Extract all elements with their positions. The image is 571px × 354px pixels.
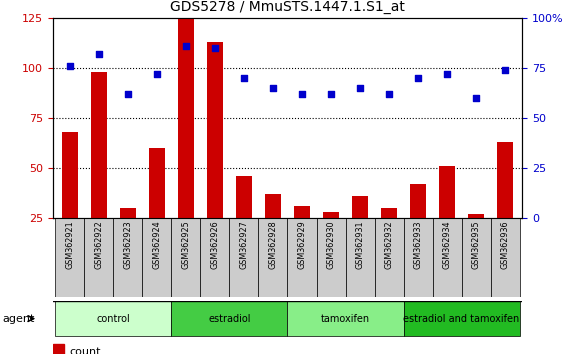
- Point: [65, 63, 74, 69]
- Point: [356, 85, 365, 91]
- Text: GSM362932: GSM362932: [384, 220, 393, 269]
- Text: count: count: [69, 347, 100, 354]
- Bar: [230, 218, 259, 297]
- Bar: [236, 176, 252, 218]
- Bar: [207, 42, 223, 218]
- Title: GDS5278 / MmuSTS.1447.1.S1_at: GDS5278 / MmuSTS.1447.1.S1_at: [170, 0, 405, 14]
- Point: [94, 51, 103, 57]
- Text: GSM362931: GSM362931: [356, 220, 364, 269]
- Bar: [259, 218, 288, 297]
- Point: [182, 43, 191, 48]
- Text: GSM362924: GSM362924: [152, 220, 162, 269]
- Text: tamoxifen: tamoxifen: [321, 314, 370, 324]
- Point: [123, 91, 132, 97]
- Bar: [55, 218, 85, 297]
- Point: [472, 95, 481, 101]
- Point: [501, 67, 510, 73]
- Bar: [345, 218, 375, 297]
- Text: GSM362928: GSM362928: [268, 220, 278, 269]
- Bar: [171, 218, 200, 297]
- Text: GSM362930: GSM362930: [327, 220, 336, 269]
- Text: GSM362927: GSM362927: [239, 220, 248, 269]
- Bar: [120, 208, 136, 218]
- Bar: [53, 344, 64, 354]
- Bar: [461, 218, 490, 297]
- Bar: [85, 218, 114, 297]
- Point: [327, 91, 336, 97]
- Bar: [381, 208, 397, 218]
- Bar: [433, 218, 461, 297]
- Text: GSM362935: GSM362935: [472, 220, 481, 269]
- Bar: [149, 148, 165, 218]
- Text: GSM362929: GSM362929: [297, 220, 307, 269]
- Bar: [316, 218, 345, 297]
- Bar: [265, 194, 281, 218]
- Text: estradiol and tamoxifen: estradiol and tamoxifen: [404, 314, 520, 324]
- Point: [413, 75, 423, 80]
- Bar: [497, 142, 513, 218]
- Bar: [288, 218, 316, 297]
- Point: [297, 91, 307, 97]
- Bar: [323, 212, 339, 218]
- Text: GSM362936: GSM362936: [501, 220, 509, 269]
- Point: [268, 85, 278, 91]
- Bar: [294, 206, 310, 218]
- Bar: [404, 301, 520, 336]
- Point: [152, 71, 162, 76]
- Bar: [439, 166, 455, 218]
- Text: GSM362922: GSM362922: [94, 220, 103, 269]
- Text: GSM362923: GSM362923: [123, 220, 132, 269]
- Bar: [142, 218, 171, 297]
- Bar: [55, 301, 171, 336]
- Point: [443, 71, 452, 76]
- Text: GSM362933: GSM362933: [413, 220, 423, 269]
- Point: [239, 75, 248, 80]
- Bar: [288, 301, 404, 336]
- Text: GSM362921: GSM362921: [66, 220, 74, 269]
- Bar: [91, 72, 107, 218]
- Bar: [200, 218, 230, 297]
- Bar: [171, 301, 288, 336]
- Bar: [375, 218, 404, 297]
- Bar: [490, 218, 520, 297]
- Bar: [404, 218, 433, 297]
- Point: [384, 91, 393, 97]
- Text: estradiol: estradiol: [208, 314, 251, 324]
- Text: GSM362934: GSM362934: [443, 220, 452, 269]
- Text: control: control: [96, 314, 130, 324]
- Text: GSM362926: GSM362926: [211, 220, 219, 269]
- Bar: [62, 132, 78, 218]
- Bar: [468, 214, 484, 218]
- Bar: [114, 218, 142, 297]
- Bar: [352, 196, 368, 218]
- Bar: [178, 18, 194, 218]
- Text: agent: agent: [3, 314, 35, 324]
- Text: GSM362925: GSM362925: [182, 220, 191, 269]
- Bar: [410, 184, 426, 218]
- Point: [210, 45, 219, 51]
